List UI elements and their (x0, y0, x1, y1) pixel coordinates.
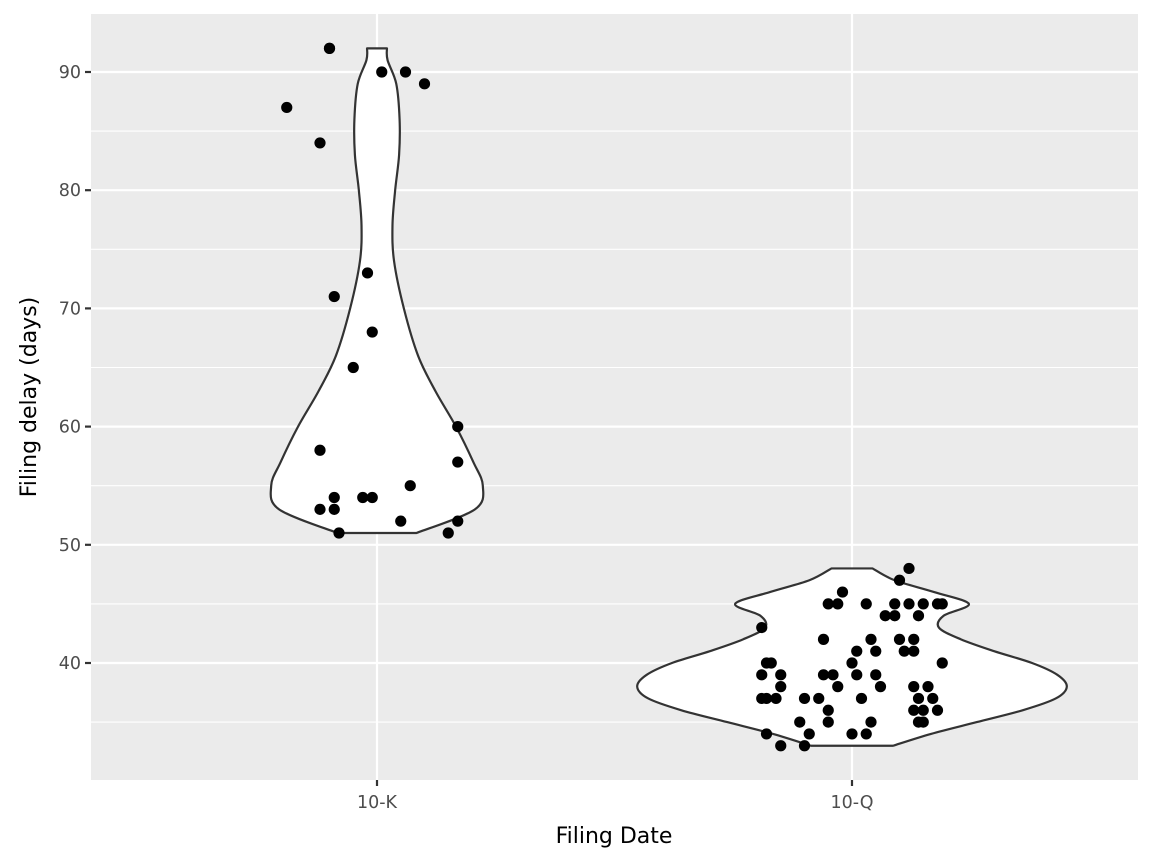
point-10-K-20 (395, 515, 407, 527)
point-10-K-12 (314, 444, 326, 456)
point-10-K-22 (333, 527, 345, 539)
point-10-Q-45 (927, 692, 939, 705)
point-10-K-4 (418, 78, 431, 90)
point-10-K-1 (323, 42, 336, 54)
y-tick-label-80: 80 (59, 181, 81, 201)
point-10-Q-12 (889, 610, 901, 622)
point-10-Q-19 (851, 645, 863, 657)
point-10-K-19 (328, 503, 340, 515)
x-axis: 10-K 10-Q (357, 780, 874, 813)
point-10-Q-27 (756, 669, 768, 681)
point-10-Q-22 (908, 645, 920, 657)
point-10-Q-58 (860, 728, 872, 740)
point-10-Q-17 (893, 633, 906, 645)
point-10-Q-1 (893, 574, 906, 586)
point-10-Q-13 (912, 610, 925, 622)
point-10-Q-7 (903, 598, 915, 610)
x-axis-title: Filing Date (556, 824, 673, 849)
y-tick-label-60: 60 (59, 418, 81, 438)
point-10-Q-15 (817, 633, 830, 645)
point-10-Q-18 (908, 633, 920, 645)
point-10-Q-49 (931, 704, 944, 716)
point-10-K-2 (376, 66, 388, 78)
point-10-Q-20 (870, 645, 882, 657)
point-10-Q-4 (832, 598, 844, 610)
y-tick-label-50: 50 (59, 536, 81, 556)
x-tick-label-10-K: 10-K (357, 793, 398, 813)
point-10-Q-43 (855, 692, 868, 705)
y-tick-label-70: 70 (59, 299, 81, 319)
point-10-K-3 (399, 66, 412, 78)
y-tick-label-90: 90 (59, 63, 81, 83)
point-10-Q-25 (846, 657, 858, 669)
point-10-Q-0 (903, 562, 915, 575)
point-10-Q-3 (822, 598, 834, 610)
point-10-K-14 (404, 480, 416, 492)
point-10-Q-46 (822, 704, 834, 716)
violin-10-Q (636, 567, 1068, 747)
point-10-K-23 (442, 527, 454, 539)
point-10-K-10 (347, 361, 359, 374)
violin-10-K (269, 47, 485, 535)
point-10-K-17 (366, 491, 378, 504)
point-10-Q-35 (874, 681, 887, 693)
point-10-Q-32 (870, 669, 882, 681)
point-10-Q-40 (770, 692, 782, 705)
point-10-Q-28 (775, 669, 787, 681)
x-tick-label-10-Q: 10-Q (831, 793, 874, 813)
point-10-Q-26 (936, 657, 948, 669)
point-10-Q-52 (865, 716, 877, 728)
point-10-Q-34 (832, 681, 844, 693)
point-10-K-18 (314, 503, 326, 515)
point-10-Q-54 (917, 716, 929, 728)
point-10-Q-59 (775, 740, 787, 752)
point-10-Q-51 (822, 716, 834, 728)
point-10-Q-36 (908, 681, 920, 693)
point-10-K-8 (328, 290, 340, 303)
point-10-K-11 (452, 421, 464, 433)
point-10-K-5 (281, 101, 293, 114)
point-10-Q-42 (813, 692, 825, 705)
data-points (281, 42, 948, 752)
point-10-K-7 (361, 267, 374, 279)
minor-gridlines (91, 130, 1138, 723)
point-10-Q-33 (775, 681, 787, 693)
point-10-Q-47 (908, 704, 920, 716)
point-10-Q-60 (798, 740, 811, 752)
point-10-Q-14 (756, 621, 768, 634)
point-10-Q-48 (917, 704, 929, 716)
point-10-Q-10 (936, 598, 948, 610)
point-10-Q-50 (794, 716, 806, 728)
point-10-Q-11 (879, 610, 891, 622)
point-10-K-6 (314, 137, 326, 149)
point-10-Q-21 (898, 645, 910, 657)
point-10-Q-39 (760, 692, 773, 705)
point-10-Q-24 (765, 657, 777, 669)
point-10-Q-8 (917, 598, 929, 610)
point-10-Q-55 (760, 728, 773, 740)
y-axis: 40 50 60 70 80 90 (59, 63, 91, 674)
point-10-K-13 (452, 456, 464, 468)
point-10-Q-57 (846, 728, 858, 740)
point-10-K-15 (328, 491, 340, 504)
point-10-Q-44 (912, 692, 925, 705)
point-10-K-9 (366, 326, 378, 338)
point-10-Q-37 (922, 681, 934, 693)
y-tick-label-40: 40 (59, 654, 81, 674)
y-axis-title: Filing delay (days) (17, 297, 42, 498)
point-10-Q-56 (803, 728, 815, 740)
point-10-K-16 (357, 491, 369, 504)
point-10-Q-6 (889, 598, 901, 610)
violins (269, 47, 1068, 747)
point-10-Q-2 (836, 586, 849, 598)
point-10-Q-16 (865, 633, 877, 645)
point-10-Q-30 (827, 669, 839, 681)
point-10-K-21 (452, 515, 464, 527)
point-10-Q-29 (817, 669, 830, 681)
point-10-Q-41 (798, 692, 811, 705)
point-10-Q-5 (860, 598, 872, 610)
point-10-Q-31 (851, 669, 863, 681)
